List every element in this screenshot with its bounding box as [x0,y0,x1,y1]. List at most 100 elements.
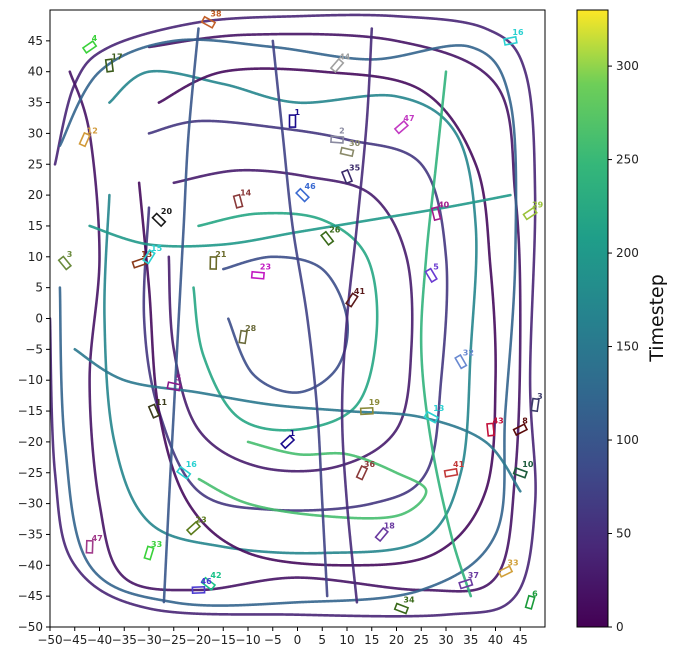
trajectory-line-16 [419,70,473,598]
agent-marker: 5 [166,373,182,392]
agent-marker: 13 [423,404,444,424]
colorbar-label: Timestep [646,274,668,363]
agent-id-label: 6 [532,589,538,598]
agent-box [443,467,459,478]
y-tick-label: 20 [28,188,43,202]
agent-marker: 23 [250,262,271,280]
y-tick-label: −35 [18,527,43,541]
agent-marker: 26 [320,225,341,246]
agent-marker: 46 [191,577,213,595]
agent-box [393,602,410,615]
x-tick-label: −20 [186,633,211,647]
y-tick-label: 10 [28,250,43,264]
agent-box [166,381,182,392]
agent-id-label: 42 [210,571,221,580]
y-tick-label: 25 [28,157,43,171]
y-tick-label: 45 [28,34,43,48]
plot-background [50,10,545,627]
agent-id-label: 34 [403,596,415,605]
agent-id-label: 8 [522,417,528,426]
trajectory-line-6 [167,168,414,473]
x-axis: −50 −45 −40 −35 −30 −25 −20 −15 −10 −5 0 5 10 15 20 25 3… [37,627,528,647]
x-tick-label: 5 [318,633,326,647]
agent-marker: 16 [502,28,524,46]
agent-id-label: 15 [151,244,163,253]
agent-box [522,206,538,221]
x-tick-label: −30 [136,633,161,647]
colorbar-gradient [576,9,609,628]
agent-marker: 36 [355,460,375,481]
agent-id-label: 46 [201,577,213,586]
colorbar-tick-label: 300 [616,59,639,73]
agent-box [329,57,345,74]
colorbar-ticks: 0 50 100 150 200 250 300 [608,59,639,634]
agent-box [238,329,248,345]
agent-box [339,146,355,158]
agent-box [295,187,310,203]
trajectory-line-9 [197,440,428,520]
agent-id-label: 33 [151,540,162,549]
trajectory-line-1 [50,13,537,618]
agent-id-label: 12 [87,127,98,136]
agent-id-label: 33 [507,559,518,568]
agent-marker: 47 [393,114,415,135]
y-tick-label: 30 [28,126,43,140]
x-tick-label: 20 [389,633,404,647]
agent-marker: 43 [486,417,504,437]
agent-id-label: 43 [493,417,504,426]
agent-id-label: 41 [354,287,366,296]
agent-box [502,35,518,46]
agent-id-label: 16 [186,460,198,469]
trajectory-line-14 [340,27,374,604]
agent-marker: 15 [142,244,163,265]
agent-box [288,114,297,128]
y-tick-label: −45 [18,589,43,603]
agent-box [200,15,217,29]
y-tick-label: −15 [18,404,43,418]
trajectory-line-4 [103,69,478,555]
agent-box [142,249,156,265]
agent-marker: 2 [330,127,345,144]
agent-box [430,206,442,222]
agent-id-label: 2 [339,127,345,136]
agent-marker: 6 [524,589,538,610]
agent-box [147,403,161,419]
agent-marker: 11 [147,398,167,419]
agent-marker: 28 [238,324,257,345]
agent-box [512,423,529,437]
agent-id-label: 47 [92,534,103,543]
agent-marker: 42 [200,571,222,591]
trajectories [50,13,537,618]
agent-marker: 12 [78,127,98,148]
agent-box [359,406,374,416]
agent-id-label: 3 [67,250,73,259]
x-tick-label: −50 [37,633,62,647]
y-tick-label: 0 [35,312,43,326]
agent-id-label: 16 [512,28,524,37]
agent-box [530,397,540,413]
agent-id-label: 32 [463,349,474,358]
agent-id-label: 5 [433,262,439,271]
agent-marker: 47 [85,534,103,554]
agent-id-label: 13 [433,404,444,413]
agent-marker: 16 [175,460,198,480]
y-tick-label: −50 [18,620,43,634]
agent-marker: 41 [443,460,465,478]
agent-marker: 4 [81,34,98,55]
agent-box [143,545,155,561]
colorbar-tick-label: 0 [616,620,624,634]
x-tick-label: 40 [488,633,503,647]
agent-box [454,353,468,370]
agent-id-label: 40 [438,201,450,210]
agent-marker: 35 [340,164,361,185]
agent-box [330,135,345,144]
agent-box [232,193,244,209]
y-tick-label: −30 [18,497,43,511]
agent-marker: 30 [339,139,361,158]
agent-marker: 3 [57,250,73,271]
x-tick-label: 15 [364,633,379,647]
agent-marker: 17 [104,53,123,73]
agent-id-label: 19 [369,398,381,407]
agent-box [423,410,439,424]
x-tick-label: −25 [161,633,186,647]
